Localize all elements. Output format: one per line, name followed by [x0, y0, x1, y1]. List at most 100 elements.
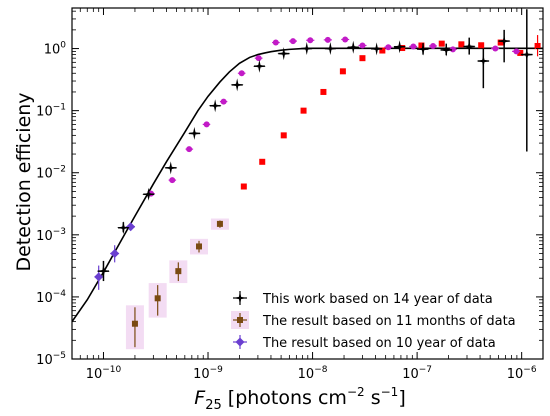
marker [110, 249, 120, 259]
legend-label: This work based on 14 year of data [262, 292, 493, 307]
marker [449, 46, 456, 53]
series-3-point-2 [280, 132, 287, 139]
series-1-point-3 [190, 238, 209, 255]
series-4-point-12 [358, 42, 367, 49]
y-tick-label-exp: −1 [53, 103, 66, 113]
series-0-point-6 [230, 78, 244, 92]
series-0-point-7 [252, 59, 266, 73]
marker [208, 99, 222, 113]
y-tick-label-base: 10 [44, 43, 61, 58]
marker [126, 222, 136, 232]
marker [300, 107, 307, 114]
marker [252, 59, 266, 73]
x-tick-label-exp: −9 [210, 365, 224, 375]
marker [462, 39, 476, 53]
marker [410, 43, 417, 50]
series-3-point-5 [339, 68, 346, 75]
series-4-point-17 [491, 45, 500, 52]
series-2 [94, 222, 136, 290]
series-3 [240, 35, 541, 190]
marker [324, 36, 331, 43]
marker [438, 40, 445, 47]
series-3-point-13 [497, 39, 504, 46]
y-tick-label-base: 10 [36, 105, 53, 120]
series-4-point-15 [429, 42, 438, 49]
series-0-point-9 [300, 42, 314, 56]
series-0-point-18 [497, 29, 511, 63]
x-tick-label-exp: −10 [102, 365, 121, 375]
y-tick-label-exp: 0 [60, 41, 66, 51]
marker [497, 34, 511, 48]
x-axis-label-rest2: s [365, 387, 381, 409]
series-0-point-1 [116, 221, 130, 235]
series-4-point-4 [219, 98, 228, 105]
marker [346, 40, 360, 54]
marker [520, 48, 534, 62]
x-axis-label-exp1: −2 [347, 385, 365, 399]
series-3-point-8 [399, 45, 406, 52]
marker [339, 68, 346, 75]
series-0-point-16 [462, 37, 476, 55]
y-tick-label-base: 10 [36, 353, 53, 368]
series-3-point-3 [300, 107, 307, 114]
x-tick-label-base: 10 [507, 367, 524, 382]
series-3-point-10 [438, 40, 445, 47]
series-0-point-10 [323, 42, 337, 56]
series-0-point-8 [277, 47, 291, 61]
y-tick-label: 10−4 [36, 289, 66, 306]
series-4-point-18 [512, 48, 521, 55]
marker [393, 40, 407, 54]
series-1-point-2 [169, 260, 188, 284]
marker [154, 295, 161, 302]
legend-marker [233, 291, 247, 305]
marker [238, 70, 245, 77]
marker [94, 272, 104, 282]
series-3-point-9 [418, 42, 425, 49]
marker [323, 42, 337, 56]
series-0 [96, 9, 534, 282]
series-3-point-15 [534, 35, 541, 57]
series-4-point-7 [272, 39, 280, 46]
series-0-point-15 [439, 43, 453, 57]
marker [186, 146, 193, 153]
x-tick-label: 10−6 [507, 365, 537, 382]
series-3-point-6 [359, 55, 366, 62]
series-3-point-1 [259, 158, 266, 165]
series-1-point-0 [125, 305, 144, 350]
series-0-point-0 [96, 260, 110, 282]
marker [240, 183, 247, 190]
marker [142, 187, 156, 201]
legend-label: The result based on 10 year of data [262, 336, 496, 351]
marker [359, 55, 366, 62]
legend-entry-2: The result based on 10 year of data [233, 335, 496, 351]
series-0-point-12 [370, 42, 384, 56]
series-0-point-11 [346, 40, 360, 54]
series-4-point-10 [323, 36, 332, 43]
legend: This work based on 14 year of data The re… [231, 291, 516, 351]
x-tick-label-exp: −7 [419, 365, 432, 375]
marker [196, 243, 203, 250]
marker [458, 41, 465, 48]
series-4-point-1 [168, 177, 177, 184]
series-4-point-5 [237, 70, 246, 77]
series-0-point-2 [142, 187, 156, 201]
marker [280, 132, 287, 139]
marker [169, 177, 176, 184]
marker [255, 55, 262, 62]
series-4-point-11 [341, 36, 350, 43]
marker [385, 44, 392, 51]
marker [476, 54, 490, 68]
series-4-point-2 [185, 146, 194, 153]
series-2-point-1 [110, 245, 120, 263]
y-tick-label-base: 10 [36, 229, 53, 244]
marker [175, 268, 182, 275]
series-0-point-4 [187, 126, 201, 140]
x-axis-label-rest3: ] [398, 387, 405, 409]
marker [430, 42, 437, 49]
x-tick-label: 10−7 [402, 365, 432, 382]
series-4-point-8 [288, 38, 298, 45]
series-0-point-17 [476, 48, 490, 89]
x-tick-label-base: 10 [193, 367, 210, 382]
marker [418, 42, 425, 49]
marker [216, 220, 223, 227]
